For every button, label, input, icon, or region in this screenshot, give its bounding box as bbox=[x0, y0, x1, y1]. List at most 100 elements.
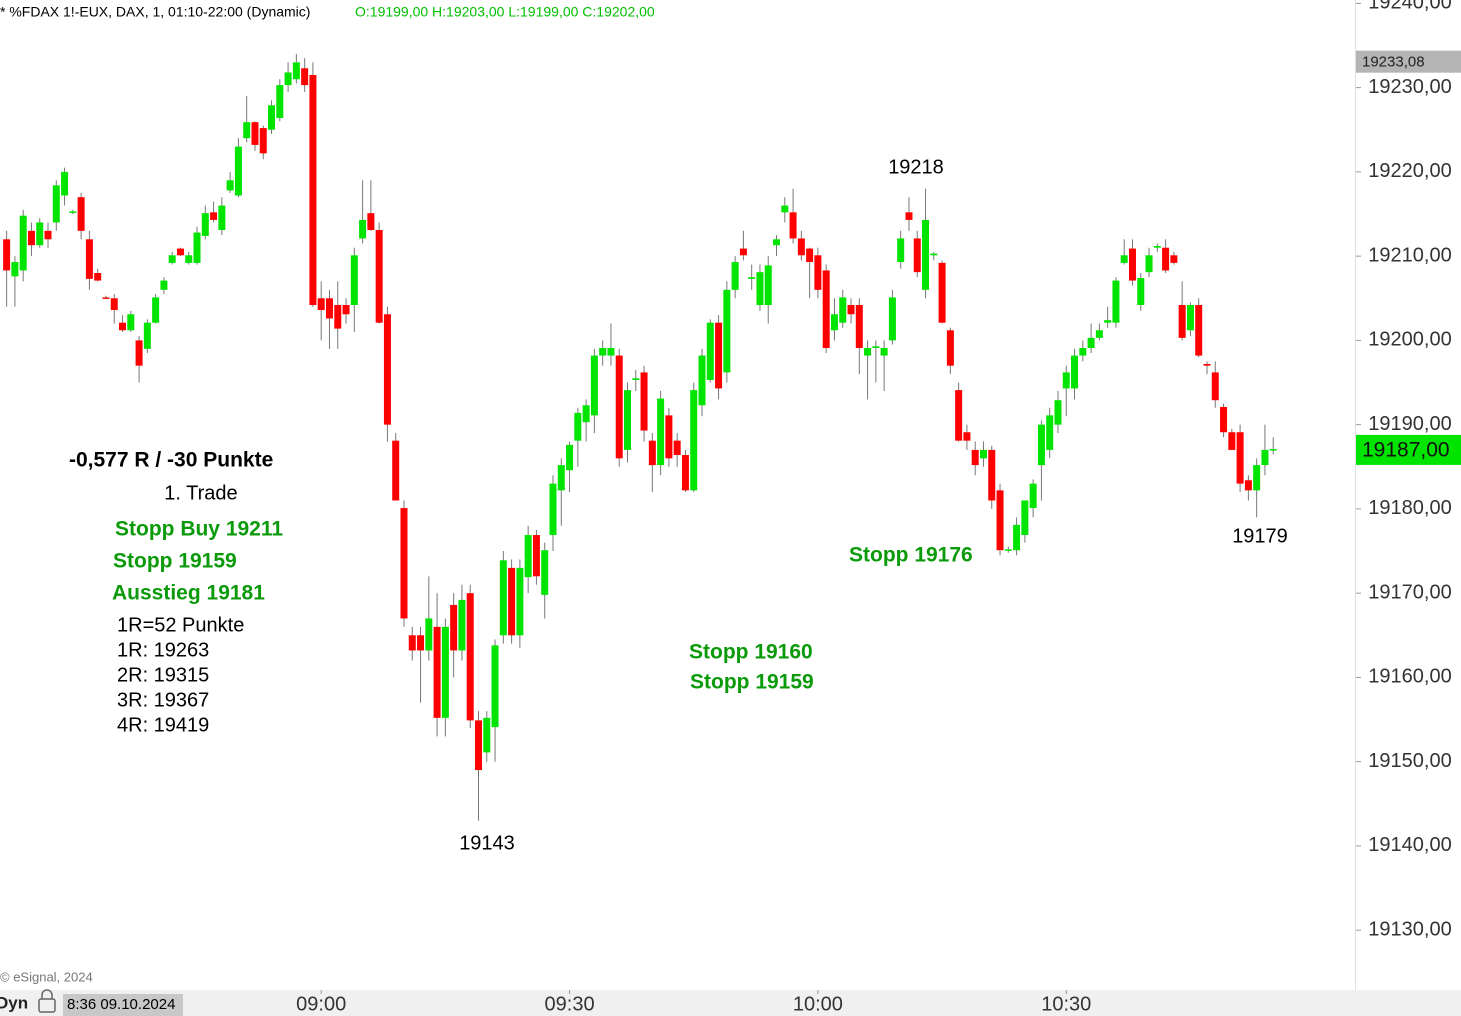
annotation: 19179 bbox=[1232, 525, 1288, 547]
candle-body bbox=[168, 255, 176, 263]
annotation: 19218 bbox=[888, 156, 944, 178]
candle-body bbox=[317, 298, 325, 311]
candle-body bbox=[27, 230, 35, 246]
candle-body bbox=[880, 347, 888, 356]
candle-body bbox=[1128, 248, 1136, 281]
candle-body bbox=[764, 265, 772, 306]
annotation: 19143 bbox=[459, 832, 515, 854]
annotation: 1R: 19263 bbox=[117, 639, 209, 661]
copyright: © eSignal, 2024 bbox=[0, 969, 93, 984]
candle-body bbox=[723, 289, 731, 373]
candle-body bbox=[301, 68, 309, 86]
candle-body bbox=[1037, 424, 1045, 466]
candle-body bbox=[839, 297, 847, 323]
lock-icon[interactable] bbox=[38, 989, 56, 1013]
candle-body bbox=[292, 62, 300, 80]
candle-body bbox=[1046, 415, 1054, 450]
candle-body bbox=[1170, 255, 1178, 263]
annotation: 2R: 19315 bbox=[117, 664, 209, 686]
candle-body bbox=[872, 346, 880, 348]
candle-body bbox=[210, 212, 218, 220]
candle-body bbox=[690, 390, 698, 491]
candle-body bbox=[1137, 278, 1145, 306]
candle-body bbox=[706, 322, 714, 380]
candle-body bbox=[590, 355, 598, 416]
candle-body bbox=[615, 355, 623, 459]
candle-body bbox=[1178, 305, 1186, 338]
candle-body bbox=[607, 347, 615, 356]
candle-body bbox=[516, 567, 524, 636]
candle-body bbox=[102, 297, 110, 299]
candle-body bbox=[913, 238, 921, 273]
candle-body bbox=[673, 440, 681, 455]
annotation: 1. Trade bbox=[164, 482, 237, 504]
candle-body bbox=[1013, 524, 1021, 551]
candle-body bbox=[383, 314, 391, 425]
candle-body bbox=[160, 280, 168, 290]
candle-body bbox=[52, 185, 60, 223]
x-tick-label: 10:00 bbox=[793, 993, 843, 1015]
annotation: Stopp Buy 19211 bbox=[115, 518, 283, 541]
candle-body bbox=[400, 508, 408, 619]
candle-body bbox=[1244, 480, 1252, 491]
candle-body bbox=[541, 550, 549, 595]
candle-body bbox=[971, 449, 979, 466]
candle-body bbox=[681, 454, 689, 491]
candle-body bbox=[474, 720, 482, 771]
candle-body bbox=[19, 215, 27, 271]
candle-body bbox=[1112, 280, 1120, 323]
candle-body bbox=[1261, 449, 1269, 466]
candle-body bbox=[847, 305, 855, 315]
status-mode[interactable]: Dyn bbox=[0, 993, 28, 1012]
candle-body bbox=[1203, 363, 1211, 366]
candle-body bbox=[309, 74, 317, 306]
candle-body bbox=[1220, 406, 1228, 433]
candle-body bbox=[1079, 347, 1087, 356]
annotation: 4R: 19419 bbox=[117, 714, 209, 736]
candle-body bbox=[234, 146, 242, 196]
candle-body bbox=[731, 262, 739, 290]
candle-body bbox=[756, 272, 764, 306]
y-tick-label: 19140,00 bbox=[1368, 834, 1451, 856]
candle-body bbox=[566, 444, 574, 471]
candle-body bbox=[855, 305, 863, 348]
candle-body bbox=[44, 230, 52, 240]
annotation: Stopp 19160 bbox=[689, 641, 813, 664]
candle-body bbox=[441, 626, 449, 718]
candle-body bbox=[359, 219, 367, 239]
candle-body bbox=[781, 205, 789, 213]
candle-body bbox=[1211, 372, 1219, 401]
candle-body bbox=[417, 635, 425, 651]
candle-body bbox=[499, 560, 507, 636]
candle-body bbox=[268, 105, 276, 130]
last-price-label: 19187,00 bbox=[1362, 438, 1450, 461]
candle-body bbox=[152, 297, 160, 323]
candle-body bbox=[1054, 400, 1062, 425]
candle-body bbox=[1087, 337, 1095, 348]
candle-body bbox=[143, 322, 151, 349]
candle-body bbox=[458, 599, 466, 651]
candle-body bbox=[1269, 449, 1277, 451]
candle-body bbox=[450, 604, 458, 651]
candle-body bbox=[135, 340, 143, 366]
candle-body bbox=[888, 297, 896, 341]
candle-body bbox=[524, 535, 532, 578]
candle-body bbox=[1062, 372, 1070, 389]
candle-body bbox=[1236, 432, 1244, 484]
candle-body bbox=[648, 440, 656, 466]
y-tick-label: 19160,00 bbox=[1368, 666, 1451, 688]
candle-body bbox=[897, 238, 905, 263]
y-tick-label: 19210,00 bbox=[1368, 244, 1451, 266]
candle-body bbox=[1004, 549, 1012, 551]
candle-body bbox=[284, 72, 292, 86]
y-tick-label: 19190,00 bbox=[1368, 413, 1451, 435]
candle-body bbox=[1021, 500, 1029, 536]
candle-body bbox=[36, 222, 44, 246]
y-tick-label: 19200,00 bbox=[1368, 329, 1451, 351]
candle-body bbox=[657, 398, 665, 466]
candle-body bbox=[864, 347, 872, 356]
candle-body bbox=[739, 248, 747, 256]
candle-body bbox=[392, 440, 400, 501]
candle-body bbox=[698, 355, 706, 406]
candle-body bbox=[11, 262, 19, 277]
